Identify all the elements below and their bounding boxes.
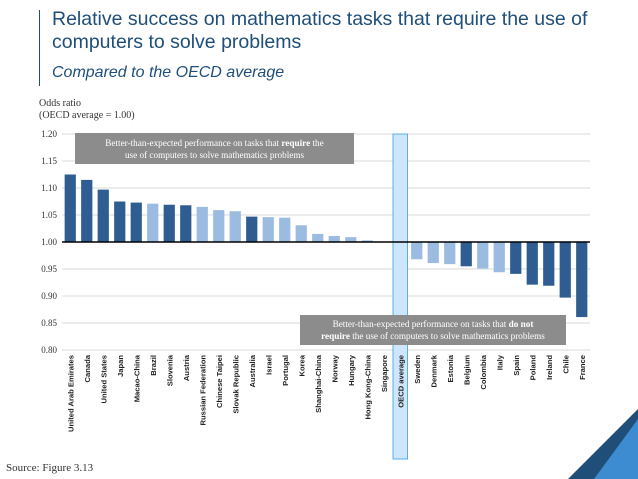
x-tick-label: Italy: [495, 354, 504, 370]
x-tick-label: Austria: [182, 354, 191, 381]
x-tick-label: Slovenia: [165, 354, 174, 386]
oecd-highlight-layer: [392, 133, 408, 460]
bar-slovenia: [163, 204, 175, 242]
x-tick-label: Sweden: [413, 355, 422, 384]
bar-estonia: [444, 242, 456, 265]
x-tick-label: Spain: [512, 355, 521, 376]
bar-united-states: [97, 189, 109, 242]
slide-title: Relative success on mathematics tasks th…: [52, 8, 588, 53]
bar-australia: [246, 216, 258, 242]
annotation-top: Better-than-expected performance on task…: [75, 133, 354, 164]
x-tick-label: Korea: [297, 354, 306, 376]
bar-poland: [526, 242, 538, 285]
annotation-top-line1: Better-than-expected performance on task…: [105, 138, 323, 148]
bar-russian-federation: [196, 206, 208, 242]
slide-subtitle: Compared to the OECD average: [52, 64, 285, 81]
annotation-bottom: Better-than-expected performance on task…: [300, 315, 566, 345]
y-tick-label: 1.05: [41, 210, 57, 220]
bar-denmark: [427, 242, 439, 264]
bar-canada: [81, 179, 93, 242]
bar-portugal: [279, 217, 291, 242]
x-tick-label: Denmark: [429, 354, 438, 387]
x-tick-label: United Arab Emirates: [66, 355, 75, 432]
y-tick-label: 0.80: [41, 345, 57, 355]
corner-decoration-light: [594, 419, 638, 479]
bar-norway: [328, 236, 340, 242]
bar-japan: [114, 201, 126, 242]
x-tick-label: Israel: [264, 355, 273, 375]
bar-belgium: [460, 242, 472, 267]
bar-austria: [180, 205, 192, 242]
y-tick-label: 1.20: [41, 129, 57, 139]
y-tick-label: 1.00: [41, 237, 57, 247]
y-tick-label: 1.15: [41, 156, 57, 166]
annotation-top-box: [75, 133, 354, 164]
bar-hungary: [345, 237, 357, 242]
x-tick-label: France: [578, 355, 587, 380]
bar-chile: [559, 242, 571, 298]
bar-italy: [493, 242, 505, 273]
bar-chinese-taipei: [213, 210, 225, 242]
bar-shanghai-china: [312, 233, 324, 242]
oecd-average-highlight: [392, 133, 408, 460]
bar-israel: [262, 217, 274, 242]
annotation-bottom-line1: Better-than-expected performance on task…: [333, 319, 535, 329]
y-axis-note-line2: (OECD average = 1.00): [39, 110, 135, 121]
bar-spain: [510, 242, 522, 274]
x-tick-label: Japan: [116, 355, 125, 377]
y-tick-label: 1.10: [41, 183, 57, 193]
x-tick-label: Belgium: [462, 355, 471, 385]
annotation-top-line2: use of computers to solve mathematics pr…: [125, 150, 305, 160]
x-tick-label: Singapore: [380, 355, 389, 392]
bar-macao-china: [130, 202, 142, 242]
x-tick-label: Ireland: [545, 355, 554, 380]
x-tick-label: Brazil: [149, 355, 158, 376]
bar-ireland: [543, 242, 555, 286]
x-tick-label: Chinese Taipei: [215, 355, 224, 408]
x-tick-label: Portugal: [281, 355, 290, 386]
y-axis-note: Odds ratio (OECD average = 1.00): [39, 98, 135, 122]
y-axis-note-line1: Odds ratio: [39, 98, 81, 109]
source-note: Source: Figure 3.13: [6, 462, 94, 474]
bar-sweden: [411, 242, 423, 260]
y-tick-label: 0.95: [41, 264, 57, 274]
x-tick-label: Canada: [83, 354, 92, 382]
x-tick-label: Hungary: [347, 354, 356, 386]
x-tick-label: OECD average: [396, 355, 405, 408]
bar-brazil: [147, 203, 159, 242]
x-tick-label: Estonia: [446, 354, 455, 382]
y-tick-labels: 0.80 0.85 0.90 0.95 1.00 1.05 1.10 1.15 1.20: [41, 129, 57, 355]
x-tick-label: Slovak Republic: [231, 355, 240, 414]
x-tick-labels: United Arab Emirates Canada United States J…: [66, 354, 587, 432]
x-tick-label: Russian Federation: [198, 355, 207, 426]
x-tick-label: Macao-China: [132, 354, 141, 402]
bars: [64, 174, 588, 318]
y-tick-label: 0.90: [41, 291, 57, 301]
bar-hong-kong-china: [361, 240, 373, 242]
x-tick-label: Hong Kong-China: [363, 354, 372, 419]
x-tick-label: Colombia: [479, 354, 488, 389]
title-accent-rule: [39, 10, 40, 86]
x-tick-label: Australia: [248, 354, 257, 387]
bar-korea: [295, 225, 307, 242]
bar-slovak-republic: [229, 211, 241, 242]
bar-france: [576, 242, 588, 318]
x-tick-label: Shanghai-China: [314, 354, 323, 413]
bar-united-arab-emirates: [64, 174, 76, 242]
annotation-bottom-box: [300, 315, 566, 345]
annotation-bottom-line2: require the use of computers to solve ma…: [321, 331, 545, 341]
bar-colombia: [477, 242, 489, 269]
x-tick-label: Poland: [528, 355, 537, 381]
x-tick-label: United States: [99, 355, 108, 404]
y-tick-label: 0.85: [41, 318, 57, 328]
x-tick-label: Norway: [330, 354, 339, 382]
x-tick-label: Chile: [561, 355, 570, 374]
